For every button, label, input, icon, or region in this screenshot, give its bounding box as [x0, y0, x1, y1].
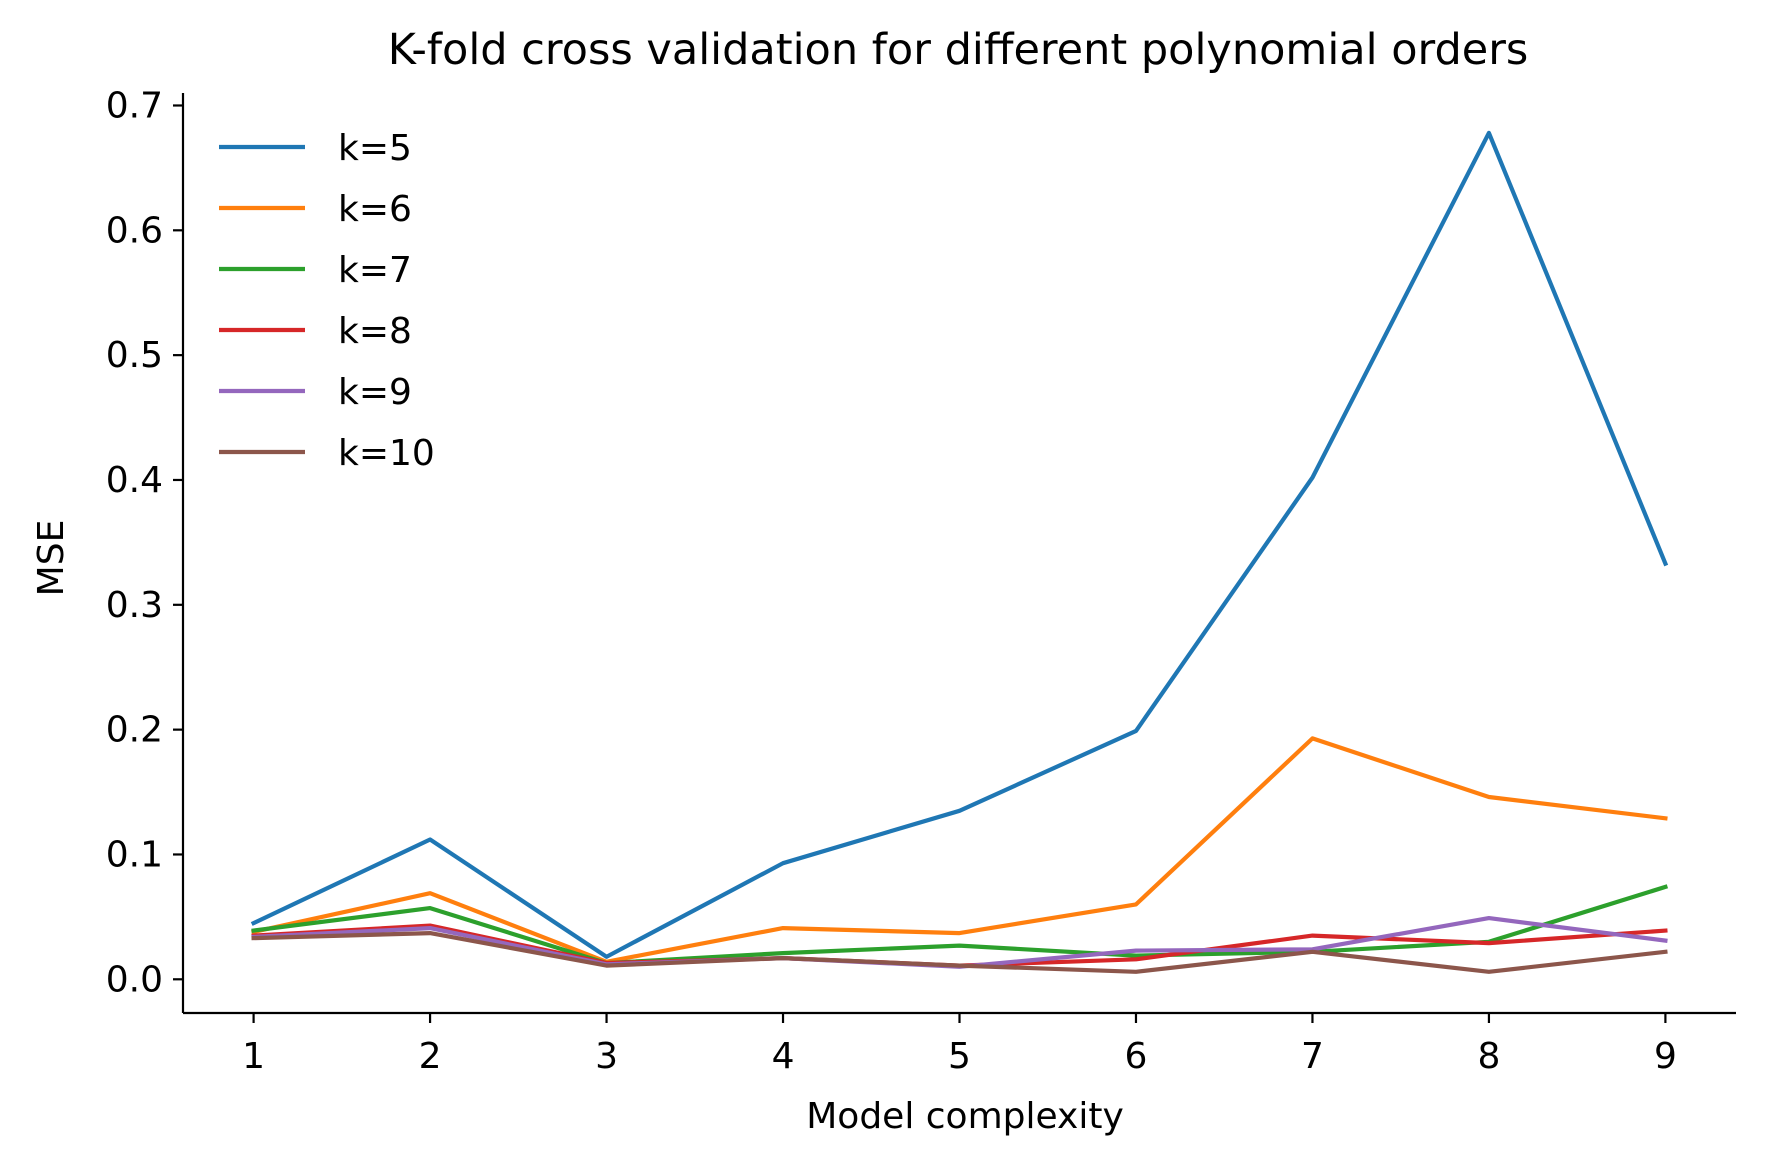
y-tick-label: 0.2 [106, 710, 163, 751]
y-tick-label: 0.1 [106, 834, 163, 875]
legend-item: k=9 [219, 372, 412, 413]
x-tick-label: 9 [1654, 1036, 1677, 1077]
legend-label: k=6 [338, 189, 412, 230]
x-tick-label: 3 [595, 1036, 618, 1077]
y-tick-label: 0.7 [106, 85, 163, 126]
legend-item: k=5 [219, 128, 412, 169]
y-tick-label: 0.4 [106, 460, 163, 501]
x-tick-label: 2 [419, 1036, 442, 1077]
legend-label: k=5 [338, 128, 412, 169]
y-tick-label: 0.6 [106, 210, 163, 251]
legend-item: k=10 [219, 433, 435, 474]
legend-item: k=7 [219, 250, 412, 291]
x-axis-label: Model complexity [806, 1096, 1124, 1137]
y-tick-label: 0.0 [106, 959, 163, 1000]
y-tick-label: 0.5 [106, 335, 163, 376]
x-tick-label: 8 [1477, 1036, 1500, 1077]
series-lines [250, 130, 1669, 974]
x-tick-label: 7 [1301, 1036, 1324, 1077]
y-ticks: 0.0 0.1 0.2 0.3 0.4 0.5 0.6 0.7 [106, 85, 183, 1000]
legend-label: k=9 [338, 372, 412, 413]
x-tick-label: 1 [242, 1036, 265, 1077]
legend-label: k=7 [338, 250, 412, 291]
x-tick-label: 5 [948, 1036, 971, 1077]
series-line-k-10 [251, 930, 1668, 974]
series-line-k-6 [251, 736, 1668, 964]
legend-item: k=6 [219, 189, 412, 230]
x-ticks: 1 2 3 4 5 6 7 8 9 [242, 1013, 1677, 1077]
chart-title: K-fold cross validation for different po… [388, 25, 1529, 75]
y-axis-label: MSE [31, 520, 72, 597]
legend-label: k=8 [338, 311, 412, 352]
series-line-k-5 [250, 130, 1669, 959]
y-tick-label: 0.3 [106, 585, 163, 626]
x-tick-label: 4 [772, 1036, 795, 1077]
legend: k=5 k=6 k=7 k=8 k=9 k=10 [219, 128, 435, 474]
legend-item: k=8 [219, 311, 412, 352]
series-line-k-7 [251, 884, 1669, 966]
legend-label: k=10 [338, 433, 435, 474]
plot-area: 0.0 0.1 0.2 0.3 0.4 0.5 0.6 0.7 1 2 3 4 5 6 7 8 9 [106, 85, 1736, 1077]
x-tick-label: 6 [1125, 1036, 1148, 1077]
